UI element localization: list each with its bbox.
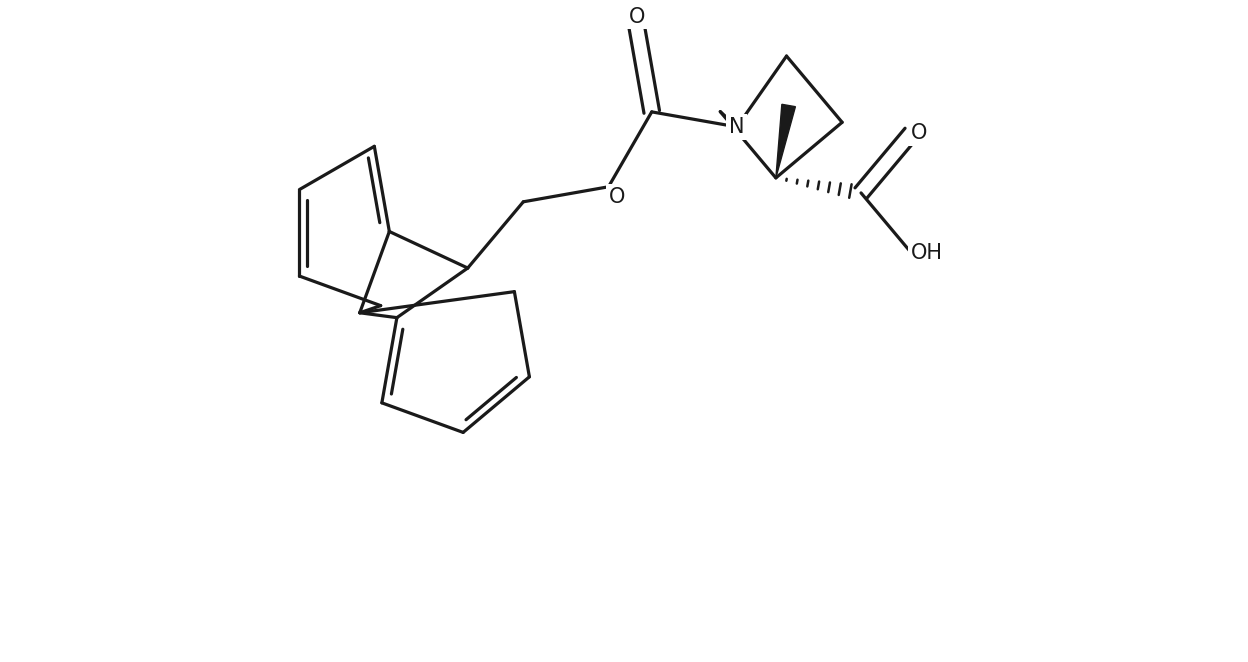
Polygon shape (776, 105, 795, 178)
Text: O: O (911, 123, 927, 143)
Text: N: N (729, 117, 745, 137)
Text: O: O (609, 187, 625, 207)
Text: O: O (629, 7, 645, 26)
Text: OH: OH (911, 242, 943, 263)
